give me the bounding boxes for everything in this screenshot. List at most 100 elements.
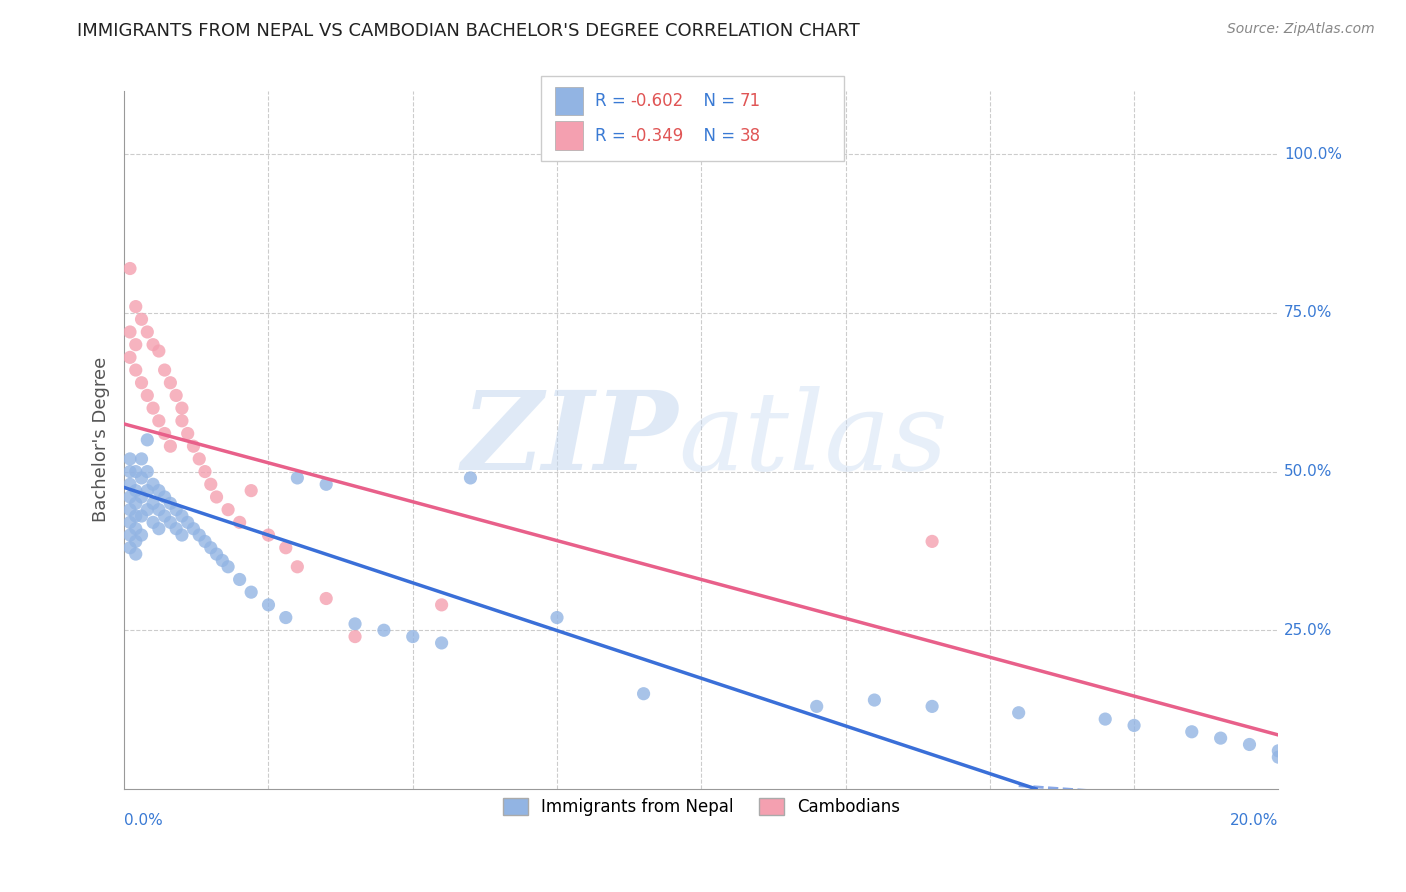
Text: 38: 38 bbox=[740, 127, 761, 145]
Point bbox=[228, 573, 250, 587]
Point bbox=[165, 502, 187, 516]
Text: R =: R = bbox=[595, 127, 631, 145]
Point bbox=[125, 337, 148, 351]
Point bbox=[460, 471, 482, 485]
Text: -0.602: -0.602 bbox=[630, 92, 683, 110]
Point bbox=[125, 547, 148, 561]
Point bbox=[136, 388, 159, 402]
Point bbox=[402, 630, 425, 644]
Point bbox=[274, 541, 297, 555]
Point bbox=[170, 508, 193, 523]
Point bbox=[205, 490, 228, 504]
Point bbox=[142, 516, 165, 530]
Point bbox=[315, 477, 337, 491]
Point bbox=[194, 534, 217, 549]
Text: 50.0%: 50.0% bbox=[1284, 464, 1333, 479]
Point bbox=[176, 426, 198, 441]
Text: 20.0%: 20.0% bbox=[1230, 814, 1278, 829]
Text: -0.349: -0.349 bbox=[630, 127, 683, 145]
Point bbox=[1181, 724, 1204, 739]
Point bbox=[148, 522, 170, 536]
Text: 25.0%: 25.0% bbox=[1284, 623, 1333, 638]
Point bbox=[274, 610, 297, 624]
Point bbox=[153, 490, 176, 504]
Point bbox=[118, 541, 141, 555]
Point bbox=[546, 610, 568, 624]
Point bbox=[183, 522, 205, 536]
Point bbox=[153, 363, 176, 377]
Point bbox=[1267, 750, 1289, 764]
Point bbox=[148, 502, 170, 516]
Point bbox=[1267, 744, 1289, 758]
Text: R =: R = bbox=[595, 92, 631, 110]
Point bbox=[240, 483, 263, 498]
Point bbox=[240, 585, 263, 599]
Point bbox=[1123, 718, 1146, 732]
Point bbox=[344, 630, 367, 644]
Point bbox=[159, 376, 181, 390]
Point bbox=[136, 483, 159, 498]
Point bbox=[228, 516, 250, 530]
Point bbox=[200, 541, 222, 555]
Point bbox=[136, 433, 159, 447]
Point bbox=[142, 401, 165, 416]
Point bbox=[1094, 712, 1116, 726]
Point bbox=[118, 351, 141, 365]
Point bbox=[148, 414, 170, 428]
Point bbox=[131, 451, 153, 466]
Point bbox=[373, 624, 395, 638]
Text: IMMIGRANTS FROM NEPAL VS CAMBODIAN BACHELOR'S DEGREE CORRELATION CHART: IMMIGRANTS FROM NEPAL VS CAMBODIAN BACHE… bbox=[77, 22, 860, 40]
Point bbox=[125, 483, 148, 498]
Point bbox=[125, 534, 148, 549]
Point bbox=[188, 451, 211, 466]
Point bbox=[344, 616, 367, 631]
Text: N =: N = bbox=[693, 127, 741, 145]
Point bbox=[170, 528, 193, 542]
Text: 0.0%: 0.0% bbox=[124, 814, 163, 829]
Point bbox=[136, 325, 159, 339]
Text: atlas: atlas bbox=[678, 386, 948, 493]
Point bbox=[118, 490, 141, 504]
Point bbox=[170, 414, 193, 428]
Point bbox=[159, 439, 181, 453]
Text: 100.0%: 100.0% bbox=[1284, 147, 1343, 161]
Point bbox=[1239, 738, 1261, 752]
Point bbox=[921, 699, 943, 714]
Point bbox=[118, 528, 141, 542]
Text: ZIP: ZIP bbox=[461, 386, 678, 493]
Point bbox=[118, 502, 141, 516]
Point bbox=[136, 502, 159, 516]
Point bbox=[1008, 706, 1031, 720]
Point bbox=[633, 687, 655, 701]
Point bbox=[200, 477, 222, 491]
Point bbox=[118, 325, 141, 339]
Text: 75.0%: 75.0% bbox=[1284, 305, 1333, 320]
Y-axis label: Bachelor's Degree: Bachelor's Degree bbox=[93, 357, 110, 523]
Point bbox=[131, 508, 153, 523]
Point bbox=[257, 528, 280, 542]
Point bbox=[921, 534, 943, 549]
Point bbox=[217, 559, 239, 574]
Point bbox=[285, 559, 308, 574]
Point bbox=[118, 261, 141, 276]
Point bbox=[285, 471, 308, 485]
Point bbox=[148, 344, 170, 359]
Point bbox=[131, 490, 153, 504]
Point bbox=[176, 516, 198, 530]
Point bbox=[125, 496, 148, 510]
Point bbox=[125, 522, 148, 536]
Point bbox=[863, 693, 886, 707]
Point bbox=[205, 547, 228, 561]
Point bbox=[159, 516, 181, 530]
Point bbox=[125, 300, 148, 314]
Text: N =: N = bbox=[693, 92, 741, 110]
Point bbox=[1209, 731, 1232, 746]
Point bbox=[125, 508, 148, 523]
Point bbox=[165, 388, 187, 402]
Point bbox=[430, 636, 453, 650]
Text: 71: 71 bbox=[740, 92, 761, 110]
Point bbox=[131, 528, 153, 542]
Point bbox=[142, 496, 165, 510]
Point bbox=[217, 502, 239, 516]
Point bbox=[183, 439, 205, 453]
